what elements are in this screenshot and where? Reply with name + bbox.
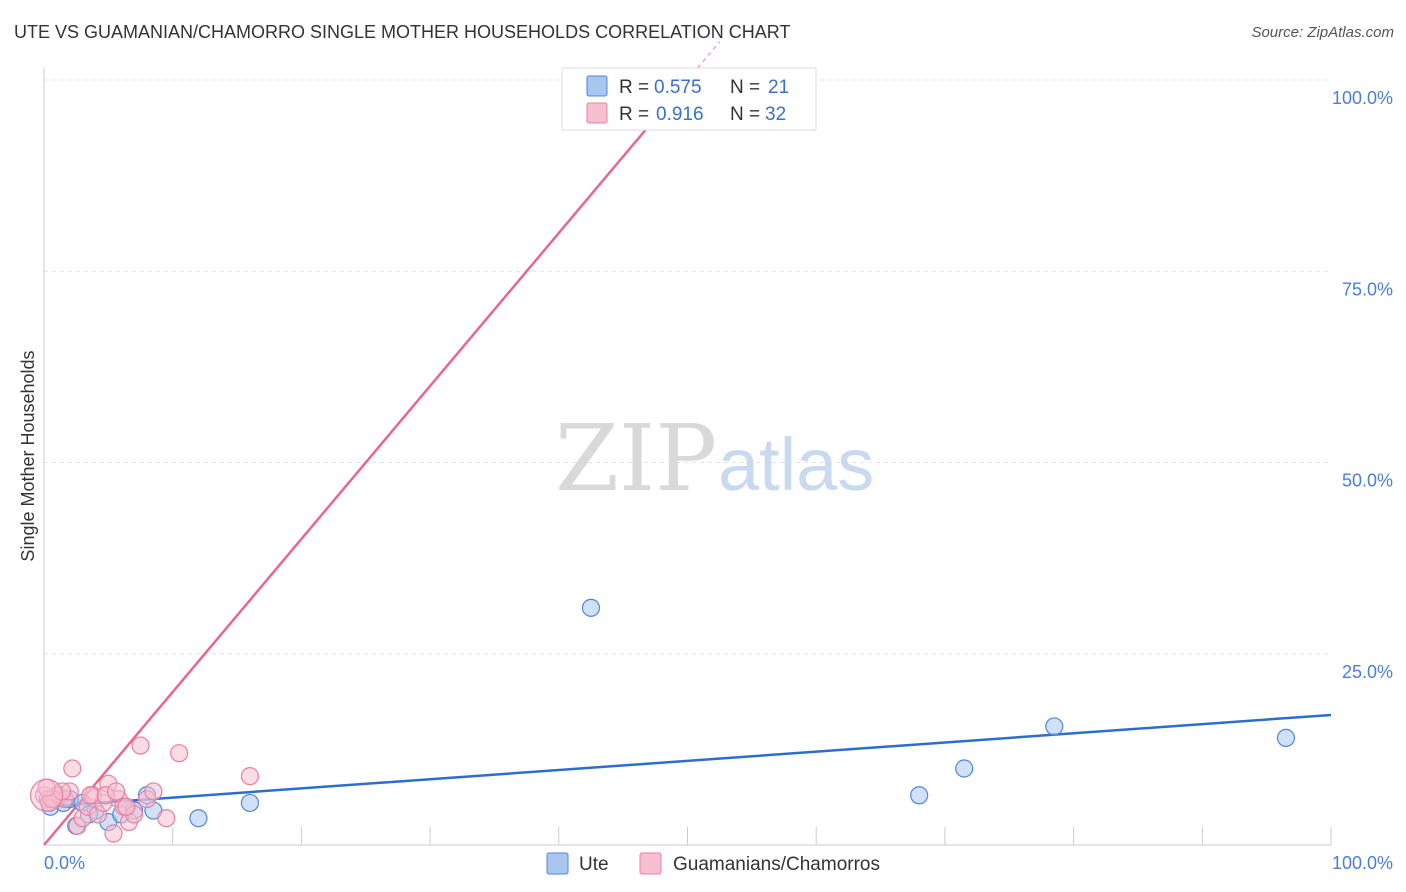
series-legend-swatch-guam	[639, 852, 662, 875]
y-tick-label: 50.0%	[1342, 471, 1393, 491]
data-point-guam	[117, 797, 136, 816]
x-ticks	[43, 827, 1332, 845]
data-point-guam	[240, 767, 260, 786]
data-point-guam	[81, 786, 100, 805]
series-legend-swatch-ute	[546, 852, 569, 875]
data-point-guam	[104, 824, 123, 843]
legend-r-label-ute: R =	[619, 77, 649, 98]
data-point-guam	[63, 759, 82, 778]
y-tick-label: 100.0%	[1332, 88, 1393, 108]
data-point-ute	[240, 793, 260, 813]
legend-n-value-guam: 32	[765, 104, 786, 125]
data-point-ute	[1276, 728, 1296, 748]
data-point-ute	[189, 809, 208, 828]
legend-r-value-ute: 0.575	[654, 77, 702, 98]
x-tick-label-right: 100.0%	[1332, 853, 1393, 873]
series-legend-label-guam: Guamanians/Chamorros	[673, 854, 880, 875]
data-point-ute	[910, 786, 929, 805]
watermark-zip: ZIP	[555, 405, 717, 512]
trend-line-guam	[43, 79, 689, 846]
gridlines	[44, 79, 1331, 655]
legend-n-label-ute: N =	[730, 77, 760, 98]
legend-swatch-guam	[586, 102, 608, 124]
data-point-guam-cluster	[29, 778, 64, 812]
data-points	[29, 598, 1296, 843]
watermark-atlas: atlas	[718, 423, 874, 506]
legend-n-label-guam: N =	[730, 104, 760, 125]
legend-r-label-guam: R =	[619, 104, 649, 125]
x-tick-label-left: 0.0%	[44, 853, 85, 873]
y-tick-label: 75.0%	[1342, 279, 1393, 299]
y-tick-labels: 25.0% 50.0% 75.0% 100.0%	[1332, 88, 1393, 682]
data-point-guam	[157, 809, 176, 828]
legend-n-value-ute: 21	[768, 77, 789, 98]
y-tick-label: 25.0%	[1342, 662, 1393, 682]
watermark: ZIP atlas	[555, 405, 874, 512]
data-point-ute	[955, 759, 974, 778]
stats-legend: R = 0.575 N = 21 R = 0.916 N = 32	[561, 67, 817, 131]
y-axis-label: Single Mother Households	[18, 350, 38, 561]
chart-title: UTE VS GUAMANIAN/CHAMORRO SINGLE MOTHER …	[14, 22, 791, 42]
legend-r-value-guam: 0.916	[656, 104, 704, 125]
trend-line-ute	[43, 713, 1332, 808]
data-point-guam	[170, 744, 189, 763]
data-point-guam	[144, 782, 163, 801]
data-point-guam	[106, 782, 126, 801]
data-point-ute	[1045, 717, 1064, 736]
series-legend-label-ute: Ute	[579, 854, 609, 875]
chart-source: Source: ZipAtlas.com	[1251, 24, 1394, 41]
legend-swatch-ute	[586, 75, 608, 97]
series-legend: Ute Guamanians/Chamorros	[546, 852, 880, 875]
data-point-ute	[581, 598, 601, 617]
data-point-guam	[131, 736, 150, 755]
